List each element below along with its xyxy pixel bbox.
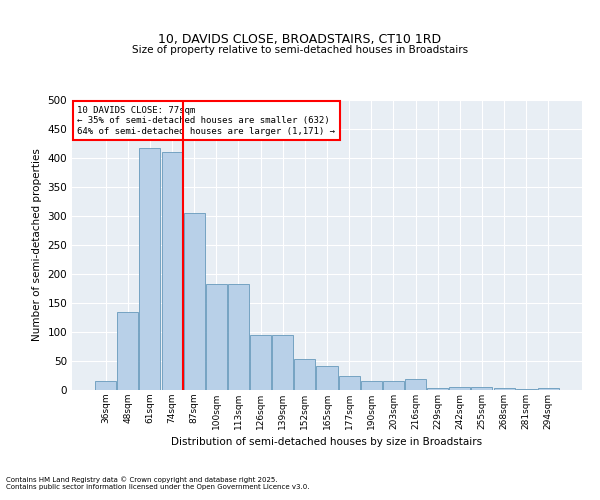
Bar: [472, 386, 493, 390]
Bar: [538, 388, 559, 390]
Bar: [139, 148, 160, 390]
Bar: [316, 366, 338, 390]
Bar: [118, 312, 139, 390]
Bar: [295, 360, 316, 390]
Text: 10, DAVIDS CLOSE, BROADSTAIRS, CT10 1RD: 10, DAVIDS CLOSE, BROADSTAIRS, CT10 1RD: [158, 32, 442, 46]
Bar: [405, 379, 426, 390]
Bar: [228, 284, 249, 390]
Bar: [272, 335, 293, 390]
Text: Contains HM Land Registry data © Crown copyright and database right 2025.
Contai: Contains HM Land Registry data © Crown c…: [6, 476, 310, 490]
Bar: [250, 335, 271, 390]
Bar: [494, 388, 515, 390]
Bar: [427, 388, 448, 390]
Bar: [184, 213, 205, 390]
Bar: [206, 284, 227, 390]
Text: Size of property relative to semi-detached houses in Broadstairs: Size of property relative to semi-detach…: [132, 45, 468, 55]
X-axis label: Distribution of semi-detached houses by size in Broadstairs: Distribution of semi-detached houses by …: [172, 438, 482, 448]
Y-axis label: Number of semi-detached properties: Number of semi-detached properties: [32, 148, 42, 342]
Bar: [449, 386, 470, 390]
Bar: [95, 382, 116, 390]
Text: 10 DAVIDS CLOSE: 77sqm
← 35% of semi-detached houses are smaller (632)
64% of se: 10 DAVIDS CLOSE: 77sqm ← 35% of semi-det…: [77, 106, 335, 136]
Bar: [361, 382, 382, 390]
Bar: [383, 382, 404, 390]
Bar: [161, 152, 182, 390]
Bar: [338, 376, 359, 390]
